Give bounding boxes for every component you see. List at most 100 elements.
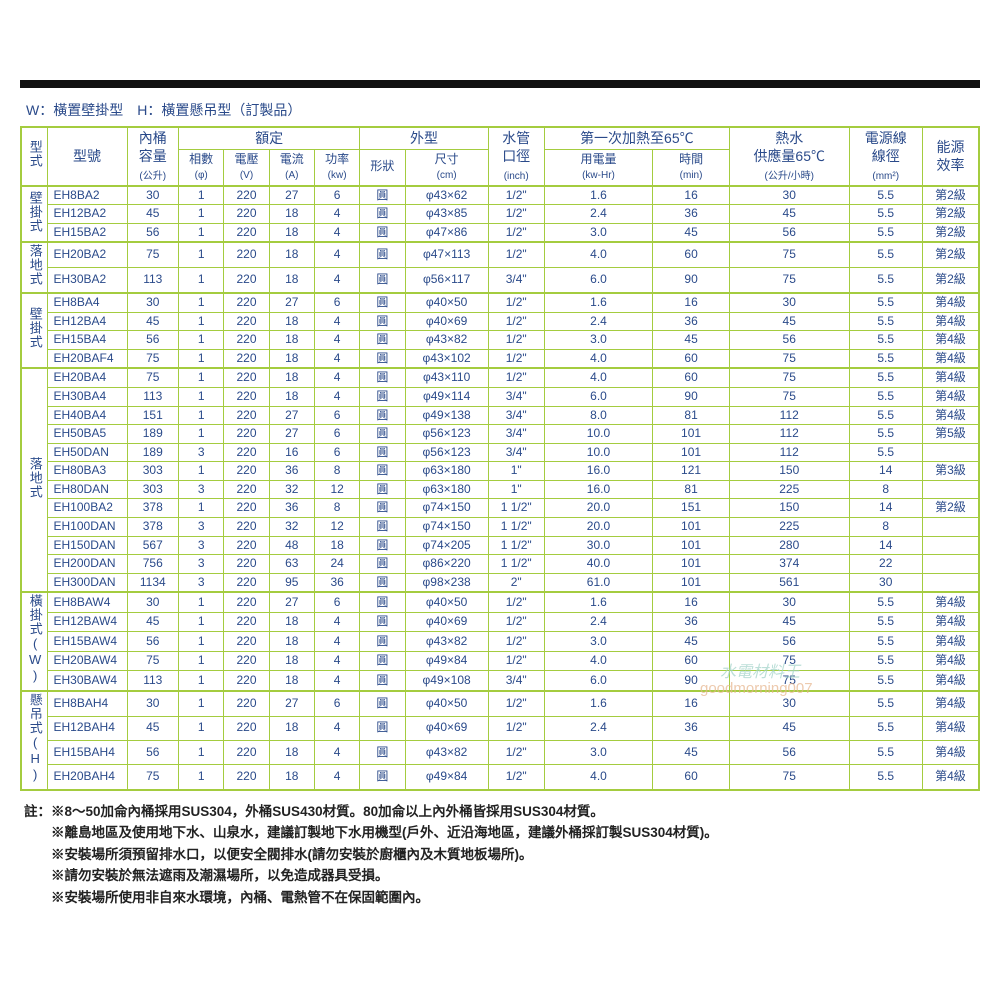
cell: 378 [127,518,179,537]
cell: 6 [314,691,359,716]
cell: 75 [127,349,179,368]
cell: 30 [127,592,179,612]
cell: 第2級 [922,223,979,242]
cell: EH12BAH4 [47,716,127,740]
table-row: EH15BAH4561220184圓φ43×821/2"3.045565.5第4… [21,740,979,764]
cell: 1 [179,632,224,652]
group-label: 落地式 [26,457,43,499]
cell: φ56×117 [405,268,488,293]
cell: 3 [179,536,224,555]
hdr-size: 尺寸(cm) [405,150,488,186]
cell: 圓 [360,331,405,350]
cell: 1 [179,716,224,740]
cell: 1/2" [488,740,544,764]
cell: 圓 [360,480,405,499]
cell: 220 [224,242,269,267]
cell: 567 [127,536,179,555]
cell: EH50BA5 [47,425,127,444]
cell: 220 [224,536,269,555]
cell: 第2級 [922,242,979,267]
cell: 45 [127,716,179,740]
cell: 1/2" [488,331,544,350]
table-row: EH30BAW41131220184圓φ49×1083/4"6.090755.5… [21,671,979,691]
cell: 4.0 [544,242,652,267]
cell: 220 [224,716,269,740]
cell [922,480,979,499]
table-row: 懸吊式(H)EH8BAH4301220276圓φ40×501/2"1.61630… [21,691,979,716]
cell: 4 [314,740,359,764]
hdr-efficiency: 能源 效率 [922,127,979,186]
hdr-time: 時間(min) [653,150,730,186]
cell: 5.5 [849,671,922,691]
cell: 30 [729,691,849,716]
cell: 112 [729,406,849,425]
cell: 36 [653,205,730,224]
cell: 14 [849,462,922,481]
cell: 1/2" [488,312,544,331]
table-row: 落地式EH20BA4751220184圓φ43×1101/2"4.060755.… [21,368,979,387]
cell: 27 [269,691,314,716]
cell: 1/2" [488,293,544,312]
cell: 2" [488,573,544,592]
cell: 56 [729,740,849,764]
cell: 27 [269,406,314,425]
cell: 32 [269,518,314,537]
cell: 101 [653,573,730,592]
cell: 30 [729,592,849,612]
cell: 圓 [360,740,405,764]
group-label: 壁掛式 [26,191,43,233]
cell: 56 [127,740,179,764]
cell: 18 [269,387,314,406]
cell: 10.0 [544,443,652,462]
cell: 1.6 [544,186,652,205]
cell: 第4級 [922,671,979,691]
cell: 45 [729,716,849,740]
cell: 第3級 [922,462,979,481]
cell: φ43×85 [405,205,488,224]
cell: 40.0 [544,555,652,574]
cell: 16 [269,443,314,462]
cell: 75 [127,242,179,267]
cell: EH150DAN [47,536,127,555]
hdr-exterior: 外型 [360,127,488,150]
cell: 4 [314,671,359,691]
cell: 2.4 [544,716,652,740]
group-label-cell: 懸吊式(H) [21,691,47,790]
cell: 30 [849,573,922,592]
cell: 6 [314,293,359,312]
cell: 22 [849,555,922,574]
table-row: EH20BAH4751220184圓φ49×841/2"4.060755.5第4… [21,765,979,790]
cell: 第2級 [922,268,979,293]
cell: 18 [269,205,314,224]
cell: 1 [179,293,224,312]
cell: 45 [653,632,730,652]
cell: EH30BAW4 [47,671,127,691]
cell: 60 [653,242,730,267]
cell: EH8BAH4 [47,691,127,716]
cell: EH50DAN [47,443,127,462]
cell: 90 [653,387,730,406]
cell: 45 [653,740,730,764]
cell: 圓 [360,406,405,425]
cell: 75 [729,368,849,387]
cell: 220 [224,331,269,350]
cell: 75 [127,765,179,790]
cell: 1/2" [488,612,544,632]
cell: 18 [269,268,314,293]
cell: 151 [127,406,179,425]
cell: 5.5 [849,387,922,406]
spec-table: 型式 型號 內桶 容量(公升) 額定 外型 水管 口徑(inch) 第一次加熱至… [20,126,980,791]
cell: 第2級 [922,186,979,205]
cell: 220 [224,480,269,499]
hdr-shape: 形狀 [360,150,405,186]
cell: 5.5 [849,612,922,632]
cell: 220 [224,186,269,205]
cell: 3/4" [488,671,544,691]
cell: 5.5 [849,331,922,350]
cell: φ40×50 [405,592,488,612]
cell: 18 [269,223,314,242]
cell: 30 [127,293,179,312]
table-row: EH12BA4451220184圓φ40×691/2"2.436455.5第4級 [21,312,979,331]
table-row: EH100DAN37832203212圓φ74×1501 1/2"20.0101… [21,518,979,537]
cell: 225 [729,480,849,499]
